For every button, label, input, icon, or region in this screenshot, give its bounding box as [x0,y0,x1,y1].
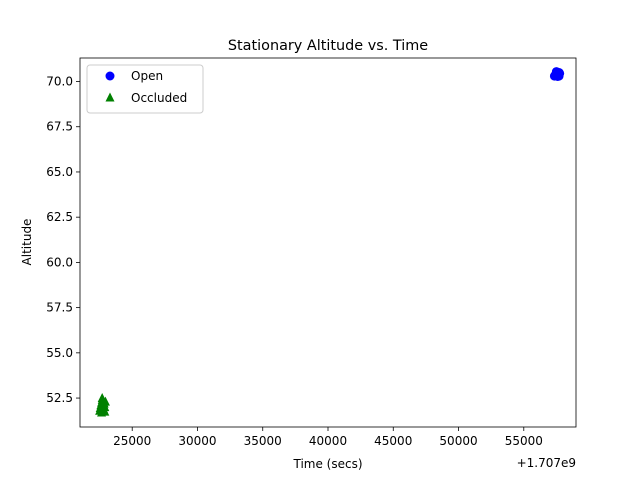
chart-title: Stationary Altitude vs. Time [228,38,428,54]
x-axis-offset-label: +1.707e9 [517,456,576,470]
legend-label-occluded: Occluded [131,91,187,105]
x-tick-label: 50000 [439,434,477,448]
x-axis: 25000 30000 35000 40000 45000 50000 55000 [113,427,543,448]
x-tick-label: 45000 [374,434,412,448]
x-axis-label: Time (secs) [292,457,362,471]
y-axis-label: Altitude [20,219,34,266]
y-tick-label: 60.0 [46,255,73,269]
legend-box [86,64,204,114]
y-tick-label: 57.5 [46,301,73,315]
data-point-occluded [97,407,107,417]
x-tick-label: 55000 [505,434,543,448]
y-tick-label: 70.0 [46,75,73,89]
y-tick-label: 67.5 [46,120,73,134]
legend-label-open: Open [131,69,163,83]
y-tick-label: 65.0 [46,165,73,179]
x-tick-label: 25000 [113,434,151,448]
data-point-occluded [97,393,107,403]
legend: Open Occluded [86,64,204,114]
legend-marker-open [105,71,115,81]
legend-marker-occluded [105,92,115,102]
x-tick-label: 35000 [244,434,282,448]
plot-area [95,67,565,417]
series-open [549,67,565,81]
y-tick-label: 55.0 [46,346,73,360]
data-point-occluded [100,402,110,412]
series-occluded [95,393,110,417]
x-tick-label: 40000 [309,434,347,448]
y-axis: 52.5 55.0 57.5 60.0 62.5 65.0 67.5 70.0 [46,75,80,405]
data-point-open [554,67,564,77]
y-tick-label: 62.5 [46,210,73,224]
x-tick-label: 30000 [178,434,216,448]
y-tick-label: 52.5 [46,391,73,405]
